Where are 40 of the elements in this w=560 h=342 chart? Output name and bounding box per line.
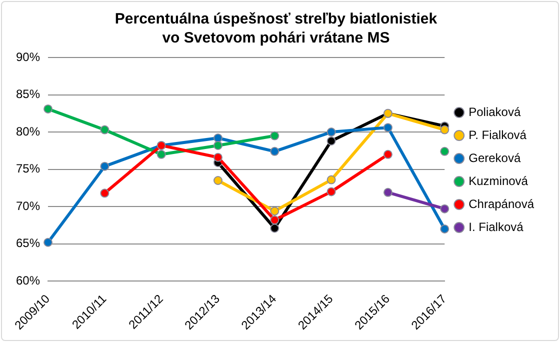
point — [156, 150, 166, 159]
point — [213, 134, 222, 143]
legend-label: Kuzminová — [468, 174, 528, 188]
point — [213, 152, 222, 162]
point — [270, 224, 280, 233]
point — [270, 146, 280, 156]
point — [440, 146, 450, 156]
point — [326, 128, 336, 137]
point — [326, 136, 336, 146]
point — [100, 162, 110, 171]
y-tick-label: 85% — [16, 87, 40, 102]
point — [213, 176, 222, 186]
point — [44, 238, 53, 247]
legend-label: P. Fialková — [468, 128, 527, 142]
point — [326, 175, 336, 184]
point — [440, 204, 450, 214]
point — [44, 104, 53, 114]
point — [440, 125, 450, 134]
point — [383, 150, 392, 159]
y-tick-label: 90% — [16, 50, 40, 64]
y-tick-label: 80% — [16, 124, 40, 138]
point — [270, 216, 280, 225]
y-tick-label: 65% — [16, 236, 40, 250]
point — [100, 188, 110, 198]
point — [213, 140, 222, 150]
legend-label: Chrapánová — [468, 196, 534, 211]
legend-label: Gereková — [468, 150, 521, 165]
legend-label: I. Fialková — [468, 220, 524, 234]
point — [440, 224, 450, 234]
point — [383, 188, 392, 197]
y-tick-label: 75% — [16, 162, 40, 176]
legend-label: Poliaková — [468, 104, 521, 119]
chart-title: Percentuálna úspešnosť streľby biatlonistiek vo Svetovom pohári vrátane MS — [114, 10, 438, 46]
point — [270, 131, 280, 140]
point — [100, 125, 110, 134]
y-tick-label: 60% — [16, 273, 40, 288]
point — [383, 123, 392, 132]
point — [326, 187, 336, 196]
point — [270, 206, 280, 216]
y-tick-label: 70% — [16, 198, 40, 213]
